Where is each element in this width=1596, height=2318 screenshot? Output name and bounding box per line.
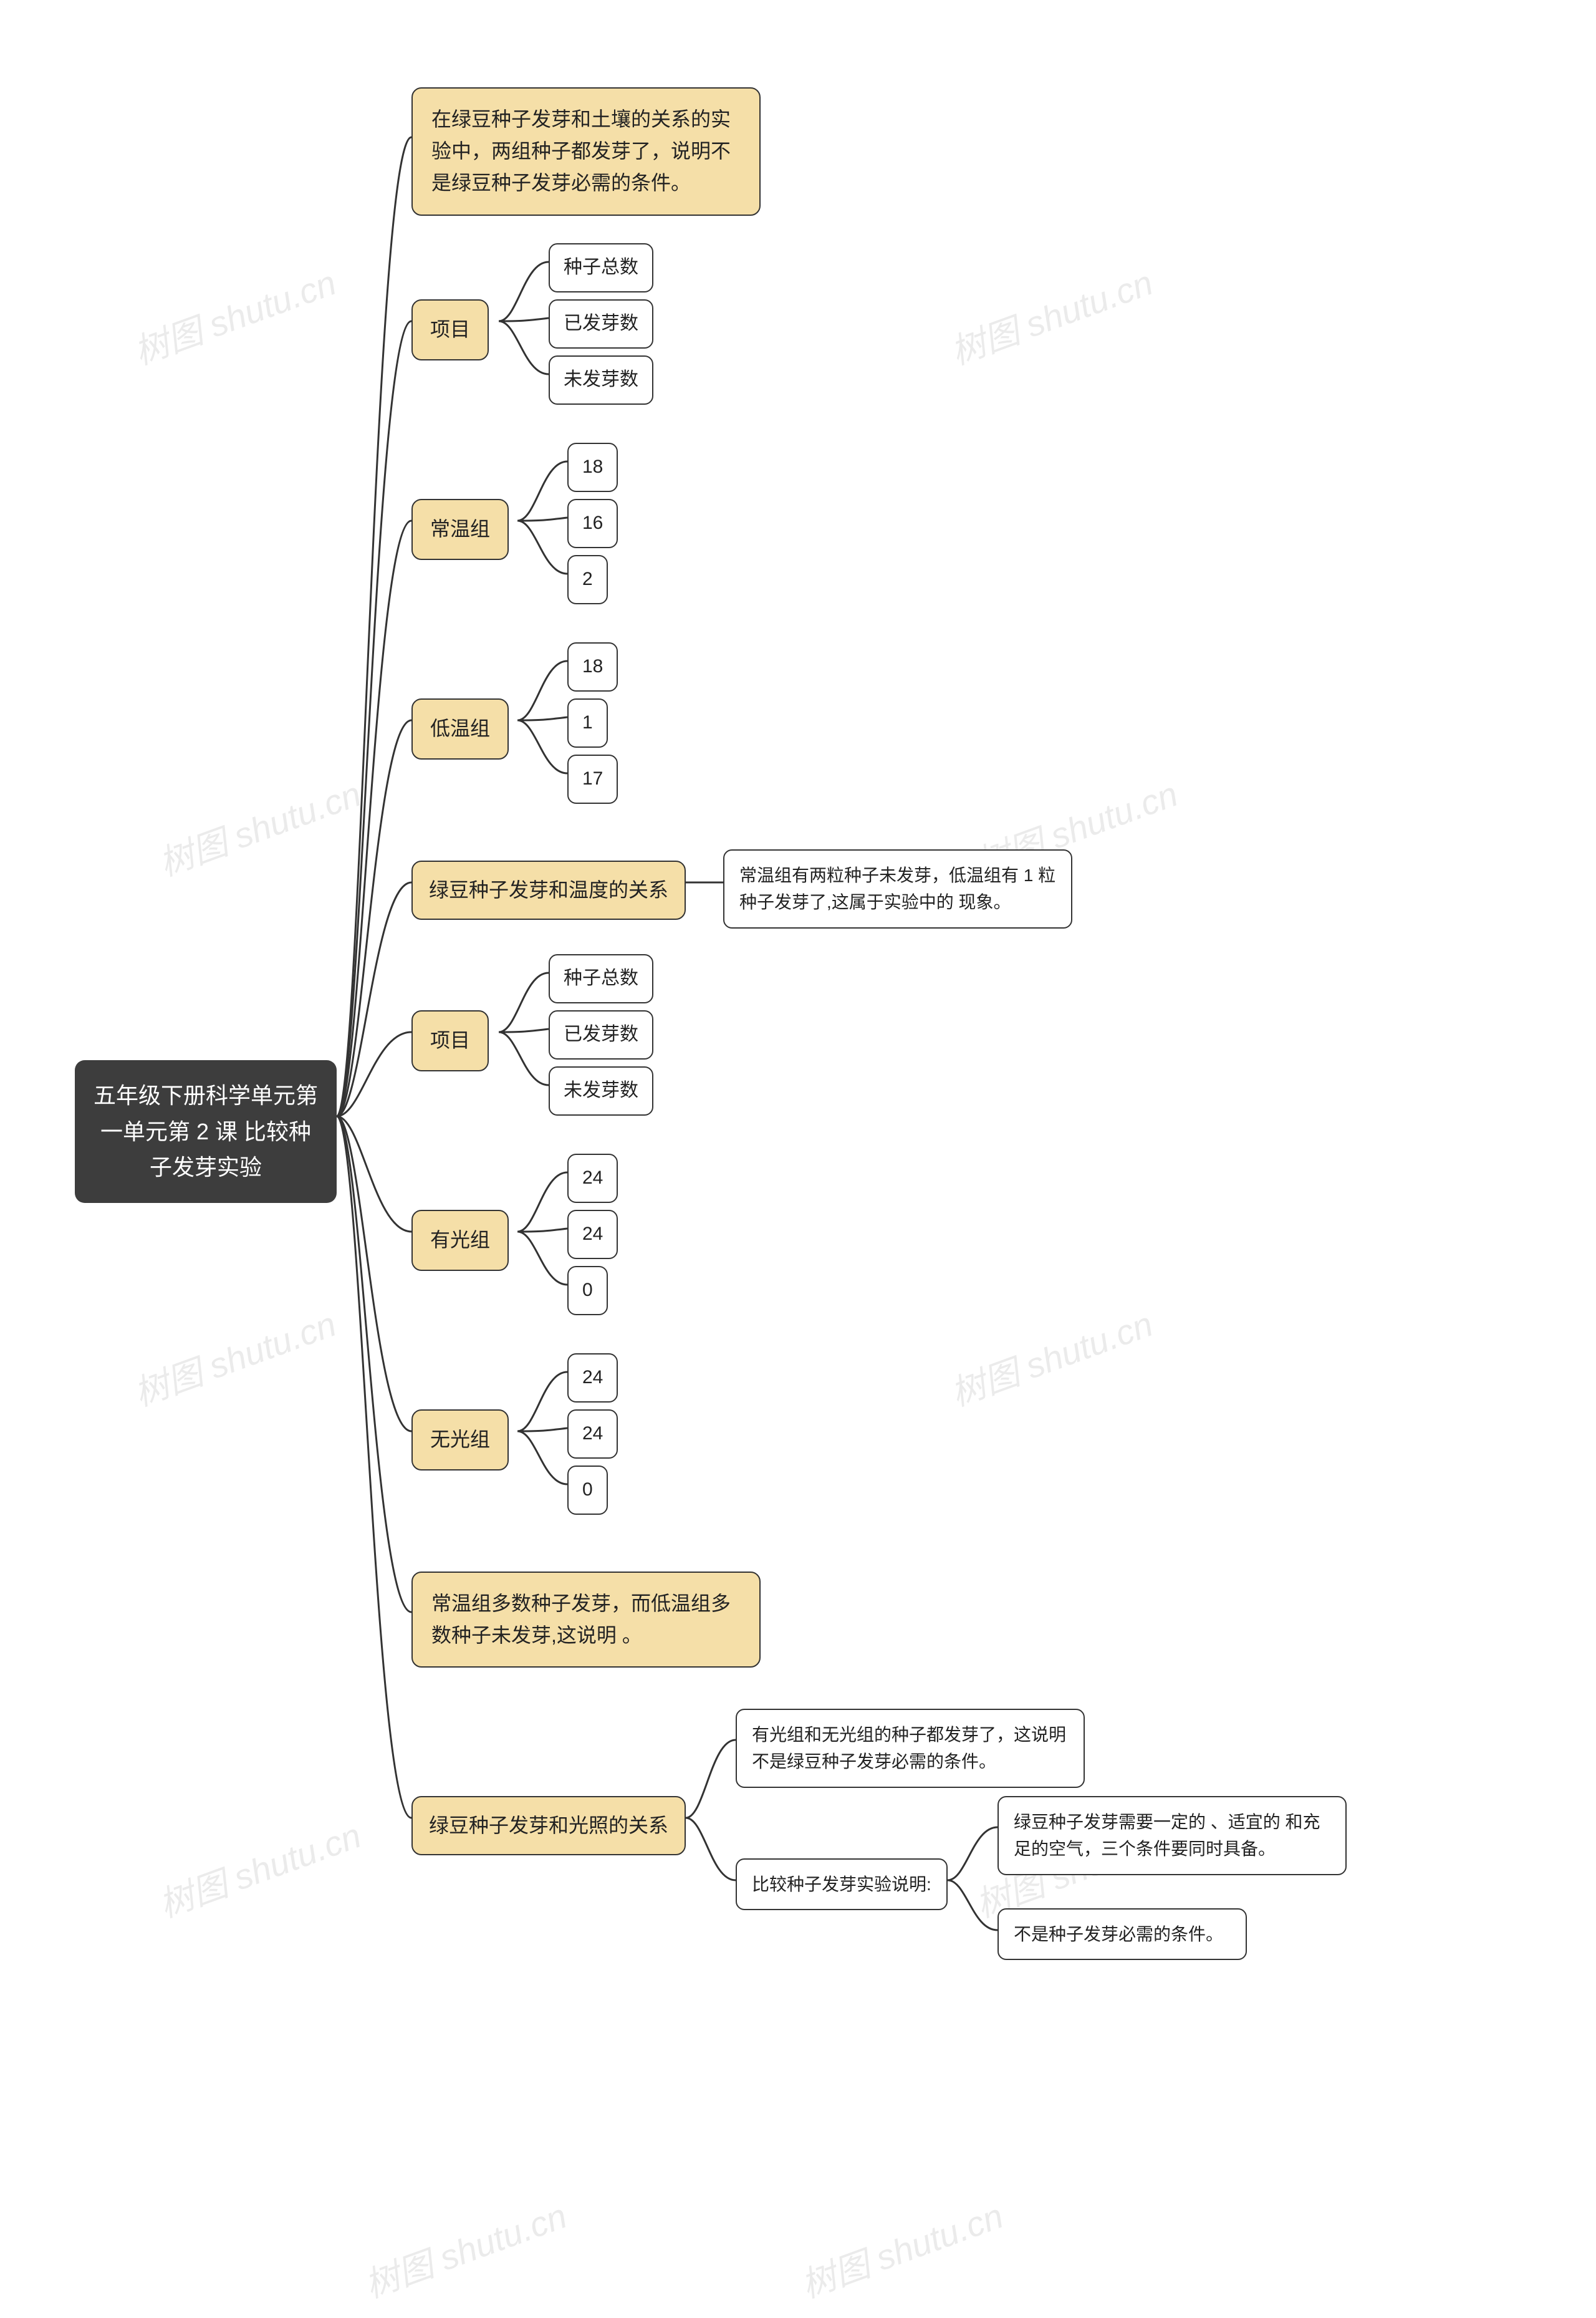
leaf-not-germinated: 未发芽数 (549, 355, 653, 405)
leaf-germinated-2: 已发芽数 (549, 1010, 653, 1060)
watermark: 树图 shutu.cn (151, 766, 367, 886)
leaf-dark-24a: 24 (567, 1353, 618, 1403)
leaf-total-seeds: 种子总数 (549, 243, 653, 292)
branch-low-temp: 低温组 (411, 698, 509, 760)
branch-light: 有光组 (411, 1210, 509, 1271)
leaf-three-conditions: 绿豆种子发芽需要一定的 、适宜的 和充足的空气，三个条件要同时具备。 (998, 1796, 1347, 1875)
leaf-normal-16: 16 (567, 499, 618, 548)
leaf-low-1: 1 (567, 698, 608, 748)
leaf-light-24a: 24 (567, 1154, 618, 1203)
leaf-light-0: 0 (567, 1266, 608, 1315)
branch-soil-note: 在绿豆种子发芽和土壤的关系的实验中，两组种子都发芽了，说明不是绿豆种子发芽必需的… (411, 87, 761, 216)
leaf-normal-18: 18 (567, 443, 618, 492)
root-node: 五年级下册科学单元第一单元第 2 课 比较种子发芽实验 (75, 1060, 337, 1203)
watermark: 树图 shutu.cn (793, 2188, 1009, 2308)
leaf-light-24b: 24 (567, 1210, 618, 1259)
leaf-total-seeds-2: 种子总数 (549, 954, 653, 1003)
leaf-normal-2: 2 (567, 555, 608, 604)
leaf-low-17: 17 (567, 755, 618, 804)
branch-dark: 无光组 (411, 1409, 509, 1470)
watermark: 树图 shutu.cn (126, 255, 342, 375)
branch-temp-conclusion: 常温组多数种子发芽，而低温组多数种子未发芽,这说明 。 (411, 1572, 761, 1668)
leaf-dark-0: 0 (567, 1466, 608, 1515)
leaf-temp-phenomenon: 常温组有两粒种子未发芽，低温组有 1 粒种子发芽了,这属于实验中的 现象。 (723, 849, 1072, 929)
leaf-experiment-shows: 比较种子发芽实验说明: (736, 1858, 948, 1910)
watermark: 树图 shutu.cn (943, 1297, 1159, 1416)
watermark: 树图 shutu.cn (943, 255, 1159, 375)
branch-project-1: 项目 (411, 299, 489, 360)
leaf-not-required: 不是种子发芽必需的条件。 (998, 1908, 1247, 1960)
leaf-low-18: 18 (567, 642, 618, 692)
leaf-light-conclusion: 有光组和无光组的种子都发芽了，这说明 不是绿豆种子发芽必需的条件。 (736, 1709, 1085, 1788)
branch-light-relation: 绿豆种子发芽和光照的关系 (411, 1796, 686, 1855)
watermark: 树图 shutu.cn (126, 1297, 342, 1416)
watermark: 树图 shutu.cn (151, 1808, 367, 1928)
leaf-dark-24b: 24 (567, 1409, 618, 1459)
branch-project-2: 项目 (411, 1010, 489, 1071)
leaf-germinated: 已发芽数 (549, 299, 653, 349)
mindmap-canvas: 树图 shutu.cn 树图 shutu.cn 树图 shutu.cn 树图 s… (0, 0, 1596, 2318)
leaf-not-germinated-2: 未发芽数 (549, 1066, 653, 1116)
watermark: 树图 shutu.cn (357, 2188, 573, 2308)
branch-normal-temp: 常温组 (411, 499, 509, 560)
branch-temp-relation: 绿豆种子发芽和温度的关系 (411, 861, 686, 920)
